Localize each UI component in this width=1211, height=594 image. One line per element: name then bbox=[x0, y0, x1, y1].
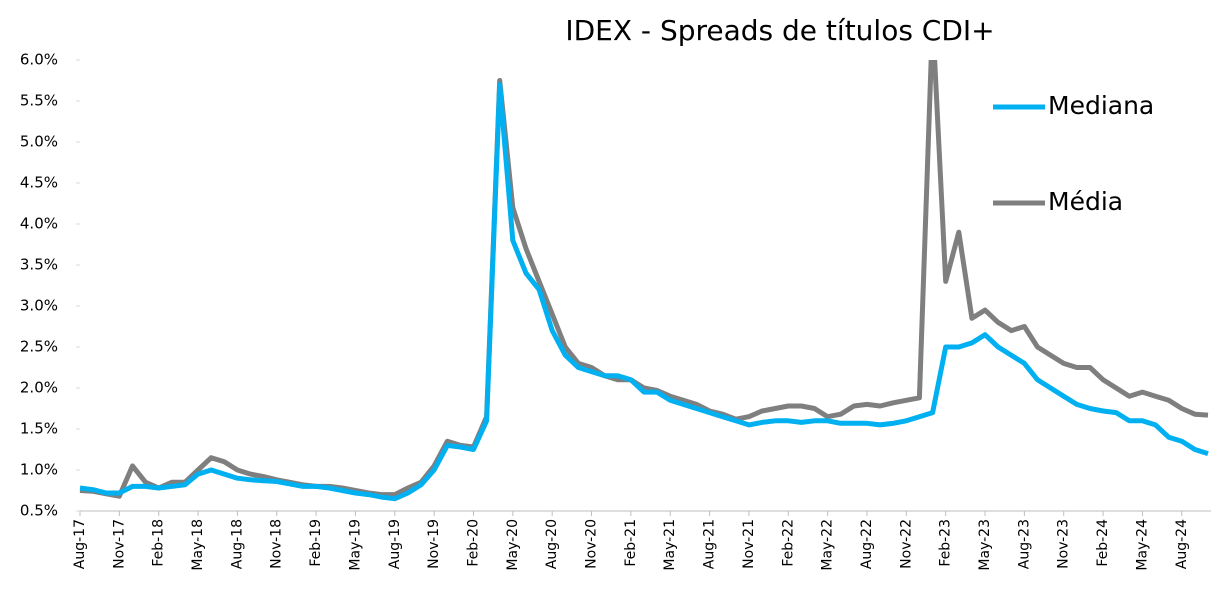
x-tick-label: Nov-20 bbox=[584, 519, 600, 569]
line-series bbox=[79, 82, 1209, 502]
x-tick-label: Aug-23 bbox=[1016, 519, 1032, 569]
x-tick-label: Feb-23 bbox=[938, 519, 954, 567]
x-tick-label: May-18 bbox=[190, 519, 206, 571]
line-series bbox=[79, 60, 1209, 499]
x-tick-label: Aug-20 bbox=[544, 519, 560, 569]
x-tick-label: May-23 bbox=[977, 519, 993, 571]
x-tick-label: Aug-24 bbox=[1174, 519, 1190, 569]
x-tick-label: Nov-19 bbox=[426, 519, 442, 569]
y-tick-label: 4.0% bbox=[20, 215, 58, 233]
legend-label: Média bbox=[1048, 187, 1123, 216]
plot-area bbox=[79, 60, 1209, 502]
x-tick-label: Feb-21 bbox=[623, 519, 639, 567]
y-tick-label: 1.5% bbox=[20, 420, 58, 438]
x-tick-label: Feb-20 bbox=[465, 519, 481, 567]
x-tick-label: May-21 bbox=[662, 519, 678, 571]
x-tick-label: Aug-18 bbox=[229, 519, 245, 569]
y-tick-label: 0.5% bbox=[20, 502, 58, 520]
x-tick-label: Nov-23 bbox=[1056, 519, 1072, 569]
y-tick-label: 5.5% bbox=[20, 92, 58, 110]
x-tick-label: Feb-18 bbox=[151, 519, 167, 567]
x-tick-label: Nov-17 bbox=[111, 519, 127, 569]
x-tick-label: Feb-24 bbox=[1095, 519, 1111, 567]
x-tick-label: Feb-19 bbox=[308, 519, 324, 567]
x-tick-label: Aug-21 bbox=[702, 519, 718, 569]
y-tick-label: 3.0% bbox=[20, 297, 58, 315]
x-tick-label: May-24 bbox=[1134, 519, 1150, 571]
x-tick-label: Feb-22 bbox=[780, 519, 796, 567]
legend-label: Mediana bbox=[1048, 91, 1154, 120]
y-tick-label: 1.0% bbox=[20, 461, 58, 479]
x-tick-label: May-20 bbox=[505, 519, 521, 571]
x-tick-label: Nov-18 bbox=[269, 519, 285, 569]
y-tick-label: 4.5% bbox=[20, 174, 58, 192]
chart-title: IDEX - Spreads de títulos CDI+ bbox=[565, 14, 994, 47]
x-tick-label: Aug-22 bbox=[859, 519, 875, 569]
y-tick-label: 2.5% bbox=[20, 338, 58, 356]
x-tick-label: May-19 bbox=[347, 519, 363, 571]
y-tick-label: 6.0% bbox=[20, 51, 58, 69]
y-tick-label: 3.5% bbox=[20, 256, 58, 274]
x-tick-label: Nov-21 bbox=[741, 519, 757, 569]
y-tick-label: 5.0% bbox=[20, 133, 58, 151]
x-tick-label: May-22 bbox=[820, 519, 836, 571]
x-tick-label: Aug-17 bbox=[72, 519, 88, 569]
x-tick-label: Nov-22 bbox=[898, 519, 914, 569]
y-tick-label: 2.0% bbox=[20, 379, 58, 397]
x-tick-label: Aug-19 bbox=[387, 519, 403, 569]
